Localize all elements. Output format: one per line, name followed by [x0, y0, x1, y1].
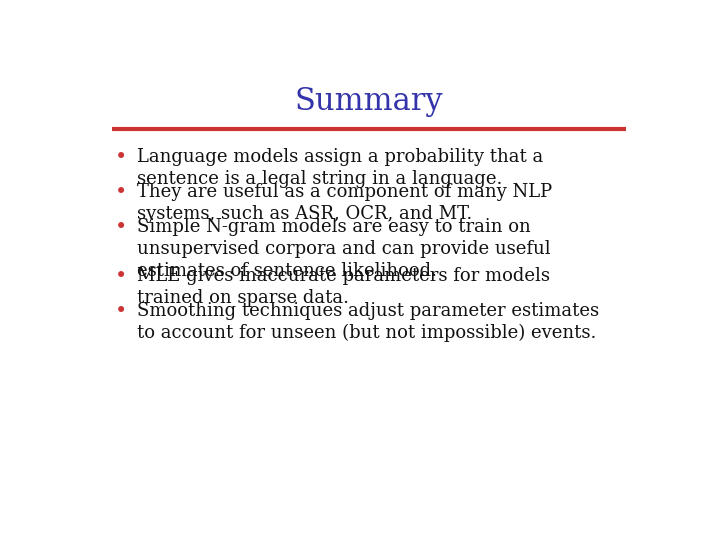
Text: •: • — [114, 218, 127, 237]
Text: Simple N-gram models are easy to train on
unsupervised corpora and can provide u: Simple N-gram models are easy to train o… — [138, 218, 551, 280]
Text: •: • — [114, 302, 127, 321]
Text: •: • — [114, 148, 127, 167]
Text: They are useful as a component of many NLP
systems, such as ASR, OCR, and MT.: They are useful as a component of many N… — [138, 183, 552, 223]
Text: Summary: Summary — [294, 85, 444, 117]
Text: MLE gives inaccurate parameters for models
trained on sparse data.: MLE gives inaccurate parameters for mode… — [138, 267, 550, 307]
Text: •: • — [114, 183, 127, 202]
Text: Smoothing techniques adjust parameter estimates
to account for unseen (but not i: Smoothing techniques adjust parameter es… — [138, 302, 600, 342]
Text: Language models assign a probability that a
sentence is a legal string in a lang: Language models assign a probability tha… — [138, 148, 544, 188]
Text: •: • — [114, 267, 127, 286]
